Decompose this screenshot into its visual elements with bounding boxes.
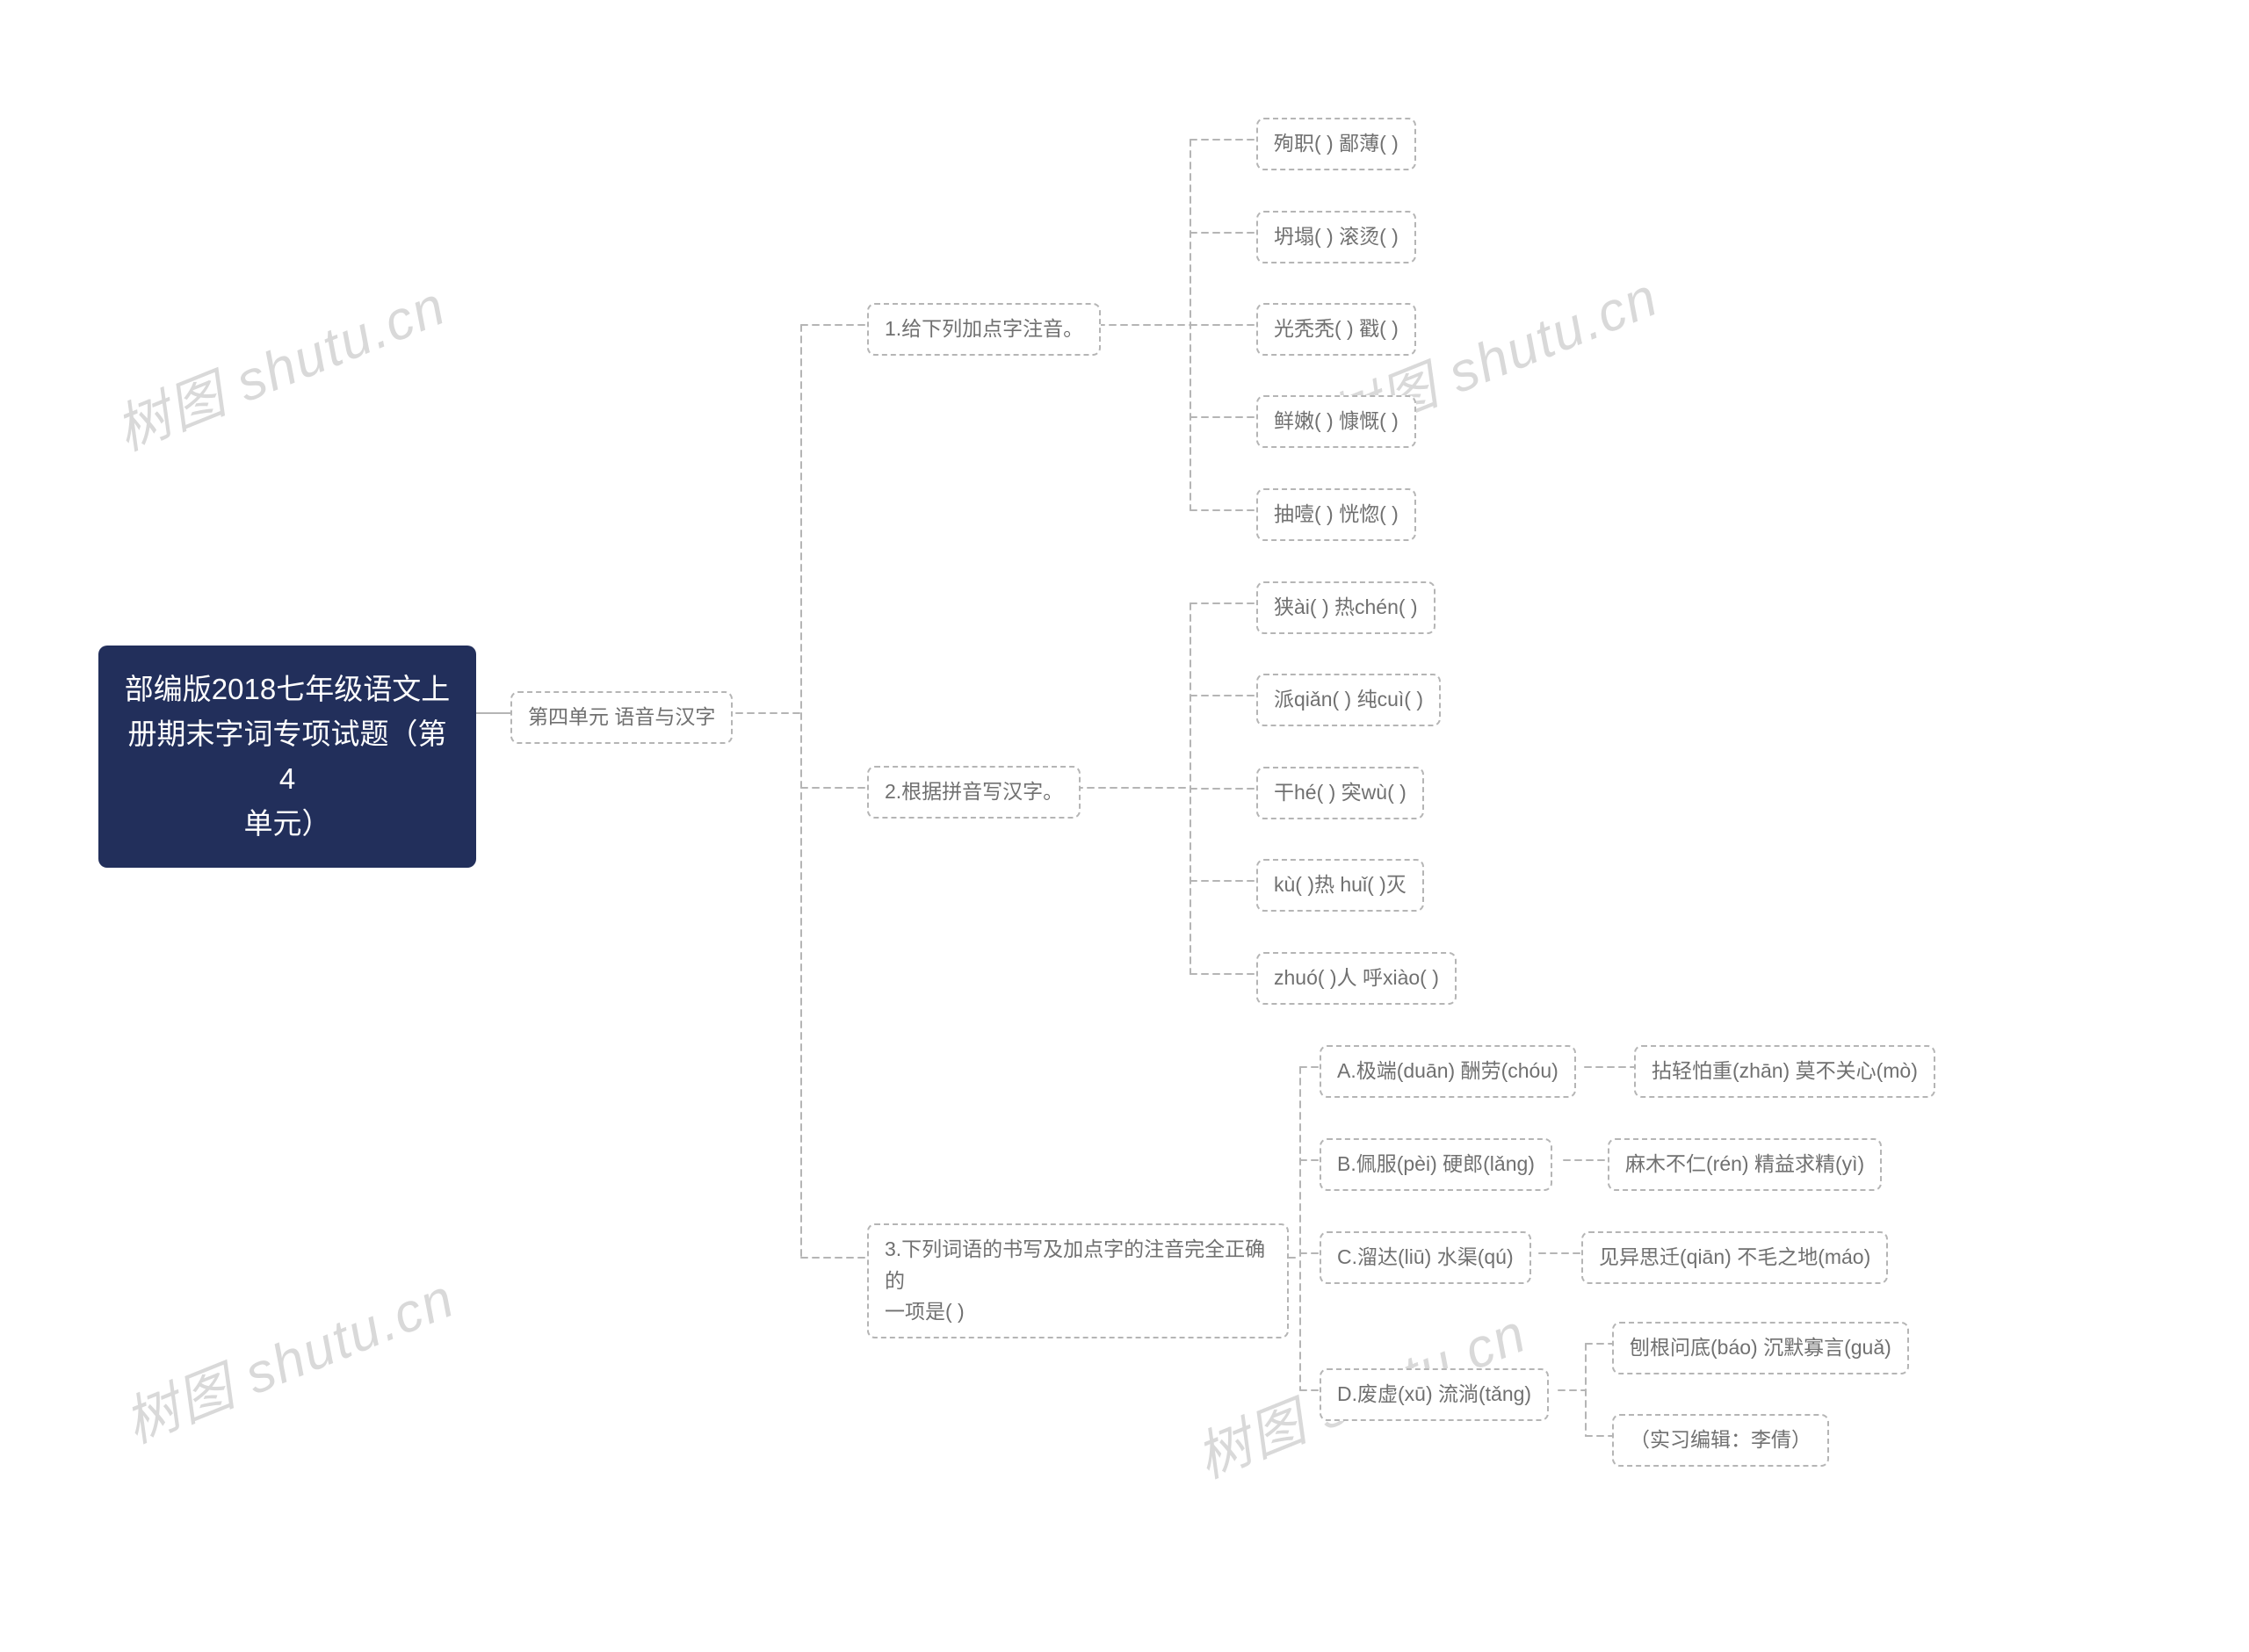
watermark: 树图 shutu.cn <box>102 262 455 465</box>
q1-item[interactable]: 抽噎( ) 恍惚( ) <box>1256 488 1416 541</box>
question-2[interactable]: 2.根据拼音写汉字。 <box>867 766 1081 819</box>
q3-d-detail-2[interactable]: （实习编辑：李倩） <box>1612 1414 1829 1467</box>
q3-option-d[interactable]: D.废虚(xū) 流淌(tǎng) <box>1320 1368 1549 1421</box>
root-line: 部编版2018七年级语文上 <box>125 673 450 705</box>
q2-item[interactable]: 狭ài( ) 热chén( ) <box>1256 581 1435 634</box>
q3-b-detail[interactable]: 麻木不仁(rén) 精益求精(yì) <box>1608 1138 1882 1191</box>
q1-item[interactable]: 殉职( ) 鄙薄( ) <box>1256 118 1416 170</box>
mindmap-canvas: 树图 shutu.cn 树图 shutu.cn 树图 shutu.cn 树图 s… <box>0 0 2249 1652</box>
root-node[interactable]: 部编版2018七年级语文上 册期末字词专项试题（第4 单元） <box>98 646 476 868</box>
q2-item[interactable]: 干hé( ) 突wù( ) <box>1256 767 1424 819</box>
q3-d-detail-1[interactable]: 刨根问底(báo) 沉默寡言(guǎ) <box>1612 1322 1909 1374</box>
q3-option-b[interactable]: B.佩服(pèi) 硬郎(lǎng) <box>1320 1138 1552 1191</box>
root-line: 单元） <box>244 807 331 840</box>
watermark: 树图 shutu.cn <box>111 1254 464 1458</box>
q2-item[interactable]: 派qiǎn( ) 纯cuì( ) <box>1256 674 1441 726</box>
q2-item[interactable]: kù( )热 huǐ( )灭 <box>1256 859 1424 912</box>
question-1[interactable]: 1.给下列加点字注音。 <box>867 303 1101 356</box>
q3-c-detail[interactable]: 见异思迁(qiān) 不毛之地(máo) <box>1581 1231 1888 1284</box>
q3-option-a[interactable]: A.极端(duān) 酬劳(chóu) <box>1320 1045 1576 1098</box>
root-line: 册期末字词专项试题（第4 <box>128 718 447 795</box>
q1-item[interactable]: 鲜嫩( ) 慷慨( ) <box>1256 395 1416 448</box>
q3-a-detail[interactable]: 拈轻怕重(zhān) 莫不关心(mò) <box>1634 1045 1935 1098</box>
q1-item[interactable]: 光秃秃( ) 戳( ) <box>1256 303 1416 356</box>
q3-line: 一项是( ) <box>885 1300 965 1323</box>
q3-line: 3.下列词语的书写及加点字的注音完全正确的 <box>885 1237 1265 1292</box>
q1-item[interactable]: 坍塌( ) 滚烫( ) <box>1256 211 1416 263</box>
q3-option-c[interactable]: C.溜达(liū) 水渠(qú) <box>1320 1231 1531 1284</box>
unit-node[interactable]: 第四单元 语音与汉字 <box>510 691 733 744</box>
question-3[interactable]: 3.下列词语的书写及加点字的注音完全正确的 一项是( ) <box>867 1223 1289 1338</box>
q2-item[interactable]: zhuó( )人 呼xiào( ) <box>1256 952 1457 1005</box>
